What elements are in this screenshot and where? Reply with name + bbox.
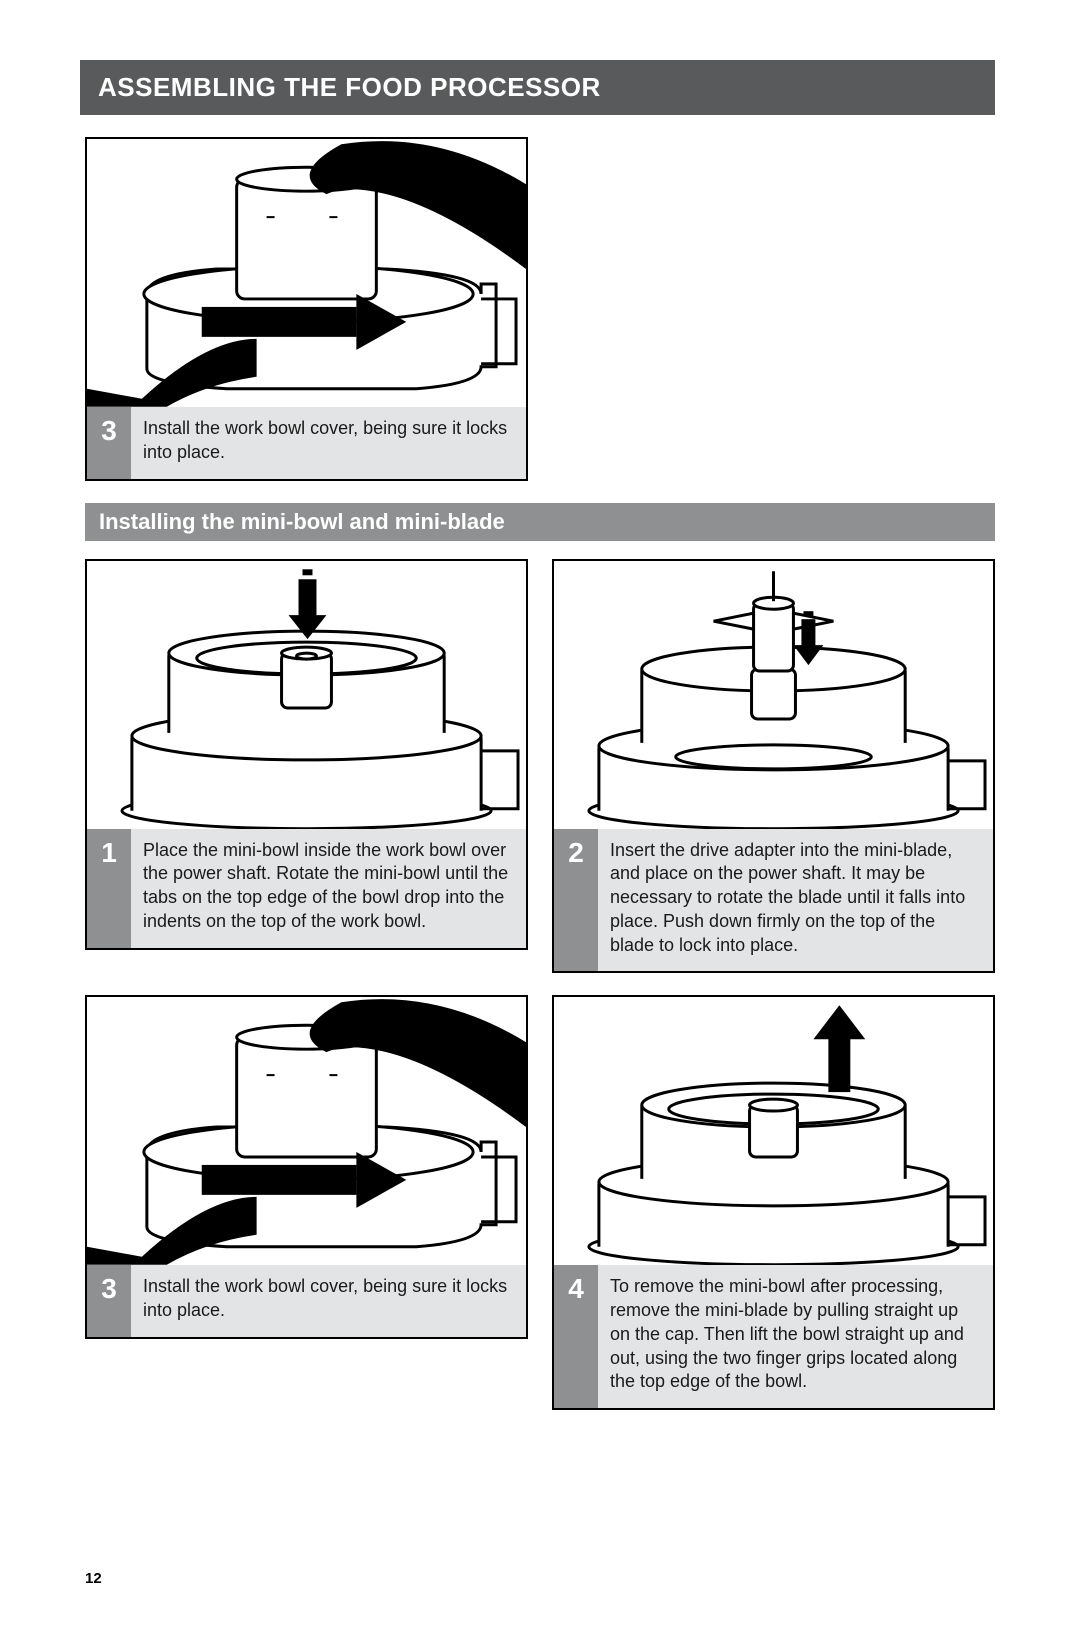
step-caption: 3 Install the work bowl cover, being sur… xyxy=(87,407,526,479)
step-caption: 3 Install the work bowl cover, being sur… xyxy=(87,1265,526,1337)
step-panel-top: 3 Install the work bowl cover, being sur… xyxy=(85,137,528,481)
illustration-blade-insert xyxy=(554,561,993,829)
step-panel-2: 2 Insert the drive adapter into the mini… xyxy=(552,559,995,974)
step-number: 4 xyxy=(554,1265,598,1408)
step-panel-3: 3 Install the work bowl cover, being sur… xyxy=(85,995,528,1339)
illustration-minibowl-insert xyxy=(87,561,526,829)
section-subtitle: Installing the mini-bowl and mini-blade xyxy=(99,509,505,534)
step-text: Place the mini-bowl inside the work bowl… xyxy=(131,829,526,948)
step-row-top: 3 Install the work bowl cover, being sur… xyxy=(85,137,995,481)
step-row-2: 3 Install the work bowl cover, being sur… xyxy=(85,995,995,1410)
illustration-cover-lock xyxy=(87,139,526,407)
step-caption: 4 To remove the mini-bowl after processi… xyxy=(554,1265,993,1408)
illustration-cover-lock-2 xyxy=(87,997,526,1265)
step-panel-1: 1 Place the mini-bowl inside the work bo… xyxy=(85,559,528,950)
step-row-1: 1 Place the mini-bowl inside the work bo… xyxy=(85,559,995,974)
step-caption: 1 Place the mini-bowl inside the work bo… xyxy=(87,829,526,948)
section-subtitle-bar: Installing the mini-bowl and mini-blade xyxy=(85,503,995,541)
step-panel-4: 4 To remove the mini-bowl after processi… xyxy=(552,995,995,1410)
step-text: To remove the mini-bowl after processing… xyxy=(598,1265,993,1408)
step-number: 2 xyxy=(554,829,598,972)
page-title: ASSEMBLING THE FOOD PROCESSOR xyxy=(98,72,601,102)
step-number: 1 xyxy=(87,829,131,948)
step-text: Install the work bowl cover, being sure … xyxy=(131,1265,526,1337)
step-number: 3 xyxy=(87,1265,131,1337)
step-number: 3 xyxy=(87,407,131,479)
page-number: 12 xyxy=(85,1570,102,1587)
manual-page: ASSEMBLING THE FOOD PROCESSOR xyxy=(0,0,1080,1472)
illustration-minibowl-remove xyxy=(554,997,993,1265)
step-text: Install the work bowl cover, being sure … xyxy=(131,407,526,479)
step-text: Insert the drive adapter into the mini-b… xyxy=(598,829,993,972)
step-caption: 2 Insert the drive adapter into the mini… xyxy=(554,829,993,972)
page-title-bar: ASSEMBLING THE FOOD PROCESSOR xyxy=(80,60,995,115)
